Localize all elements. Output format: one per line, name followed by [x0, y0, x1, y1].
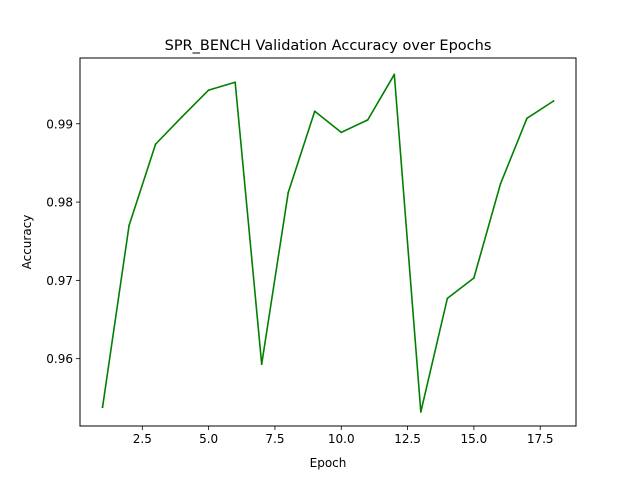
data-point [234, 81, 236, 83]
y-tick-label: 0.99 [46, 117, 73, 131]
data-point [553, 100, 555, 102]
x-tick-label: 12.5 [394, 432, 421, 446]
data-point [208, 89, 210, 91]
y-tick-label: 0.98 [46, 196, 73, 210]
data-point [261, 363, 263, 365]
data-point [314, 110, 316, 112]
data-point [473, 277, 475, 279]
x-tick-label: 2.5 [133, 432, 152, 446]
data-point [287, 192, 289, 194]
y-tick-label: 0.96 [46, 352, 73, 366]
chart-title: SPR_BENCH Validation Accuracy over Epoch… [165, 38, 492, 54]
x-tick-label: 17.5 [527, 432, 554, 446]
y-tick-label: 0.97 [46, 274, 73, 288]
x-tick-label: 10.0 [328, 432, 355, 446]
data-point [420, 411, 422, 413]
data-point [181, 116, 183, 118]
data-point [526, 117, 528, 119]
x-tick-label: 5.0 [199, 432, 218, 446]
data-point [500, 183, 502, 185]
data-point [128, 225, 130, 227]
x-axis-label: Epoch [310, 456, 347, 470]
data-point [102, 406, 104, 408]
x-tick-label: 15.0 [461, 432, 488, 446]
data-point [446, 297, 448, 299]
data-point [155, 143, 157, 145]
x-tick-label: 7.5 [265, 432, 284, 446]
data-point [393, 74, 395, 76]
y-axis-label: Accuracy [20, 215, 34, 270]
data-point [340, 131, 342, 133]
data-point [367, 119, 369, 121]
